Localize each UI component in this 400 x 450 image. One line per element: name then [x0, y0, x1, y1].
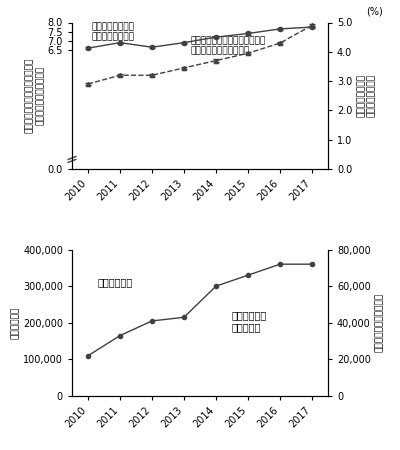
- Y-axis label: 入院患者１，０００人あたりの
敗血症による年間死亡数: 入院患者１，０００人あたりの 敗血症による年間死亡数: [25, 58, 45, 133]
- Y-axis label: 入院患者における
敗血症の発症割合: 入院患者における 敗血症の発症割合: [356, 74, 376, 117]
- Text: 入院患者における
敗血症の発症割合: 入院患者における 敗血症の発症割合: [91, 22, 134, 41]
- Text: 敗血症患者数: 敗血症患者数: [98, 278, 133, 288]
- Text: (%): (%): [366, 7, 382, 17]
- Y-axis label: 敗血症患者の年間死亡数: 敗血症患者の年間死亡数: [375, 293, 384, 352]
- Y-axis label: 敗血症患者数: 敗血症患者数: [11, 306, 20, 339]
- Text: 入院患者１，０００人あたりの
敗血症による年間死亡数: 入院患者１，０００人あたりの 敗血症による年間死亡数: [190, 36, 266, 56]
- Text: 敗血症患者の
年間死亡数: 敗血症患者の 年間死亡数: [232, 310, 267, 332]
